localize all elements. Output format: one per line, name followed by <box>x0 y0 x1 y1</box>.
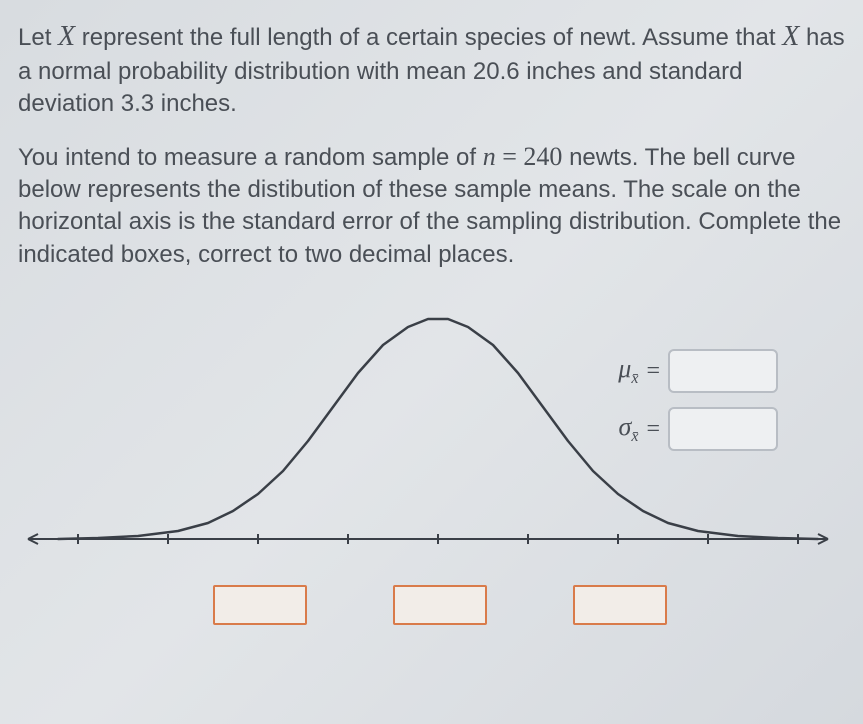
mu-input[interactable] <box>668 349 778 393</box>
axis-input-row <box>18 585 838 629</box>
mu-row: μx̄ = <box>594 349 778 393</box>
variable-x: X <box>58 21 75 52</box>
equals-sign: = <box>646 416 660 443</box>
mu-label: μx̄ <box>594 354 638 388</box>
variable-n: n <box>483 142 496 171</box>
text-fragment: represent the full length of a certain s… <box>75 24 782 51</box>
equals-sign: = <box>496 142 524 171</box>
axis-input-2[interactable] <box>393 585 487 625</box>
answer-panel: μx̄ = σx̄ = <box>594 349 778 451</box>
bell-curve-chart: μx̄ = σx̄ = <box>18 289 838 629</box>
problem-paragraph-1: Let X represent the full length of a cer… <box>18 18 845 121</box>
sigma-input[interactable] <box>668 407 778 451</box>
variable-x: X <box>782 21 799 52</box>
sigma-label: σx̄ <box>594 412 638 446</box>
problem-paragraph-2: You intend to measure a random sample of… <box>18 139 845 272</box>
text-fragment: You intend to measure a random sample of <box>18 144 483 171</box>
axis-input-3[interactable] <box>573 585 667 625</box>
n-value: 240 <box>523 142 562 171</box>
sigma-row: σx̄ = <box>594 407 778 451</box>
equals-sign: = <box>646 358 660 385</box>
axis-input-1[interactable] <box>213 585 307 625</box>
text-fragment: Let <box>18 24 58 51</box>
